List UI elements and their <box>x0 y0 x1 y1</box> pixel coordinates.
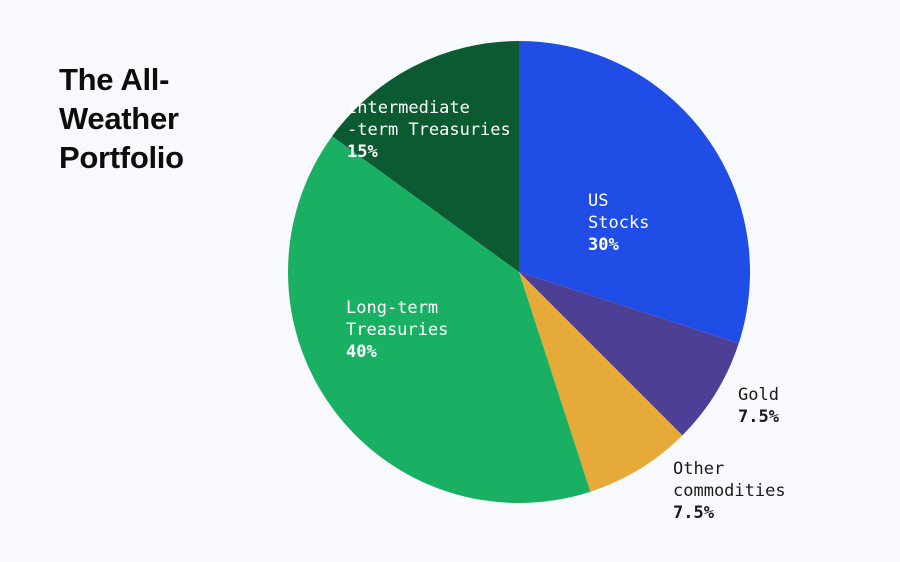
label-line: Other <box>673 459 725 479</box>
label-line: Treasuries <box>346 320 449 340</box>
label-us-stocks: US Stocks 30% <box>588 190 649 256</box>
label-gold: Gold 7.5% <box>738 384 779 428</box>
title-line: Weather <box>59 101 179 136</box>
label-line: -term Treasuries <box>347 120 511 140</box>
label-line: Stocks <box>588 213 650 233</box>
pie-slice-long-term-treasuries <box>288 136 591 503</box>
chart-title: The All- Weather Portfolio <box>59 60 184 177</box>
label-percent: 7.5% <box>738 407 779 427</box>
label-other-commodities: Other commodities 7.5% <box>673 458 786 524</box>
pie-slice-us-stocks <box>519 41 750 344</box>
label-line: US <box>588 191 609 211</box>
pie-slice-other-commodities <box>519 272 683 492</box>
title-line: The All- <box>59 62 170 97</box>
label-percent: 7.5% <box>673 503 714 523</box>
label-line: Gold <box>738 385 779 405</box>
label-percent: 30% <box>588 235 619 255</box>
pie-slice-gold <box>519 272 739 436</box>
label-long-term-treasuries: Long-term Treasuries 40% <box>346 297 448 363</box>
label-percent: 40% <box>346 342 377 362</box>
pie-slice-intermediate-term-treasuries <box>332 40 519 273</box>
label-line: Intermediate <box>347 98 470 118</box>
label-intermediate-treasuries: Intermediate -term Treasuries 15% <box>347 97 511 163</box>
label-percent: 15% <box>347 142 378 162</box>
label-line: Long-term <box>346 298 439 318</box>
label-line: commodities <box>673 481 786 501</box>
title-line: Portfolio <box>59 140 184 175</box>
